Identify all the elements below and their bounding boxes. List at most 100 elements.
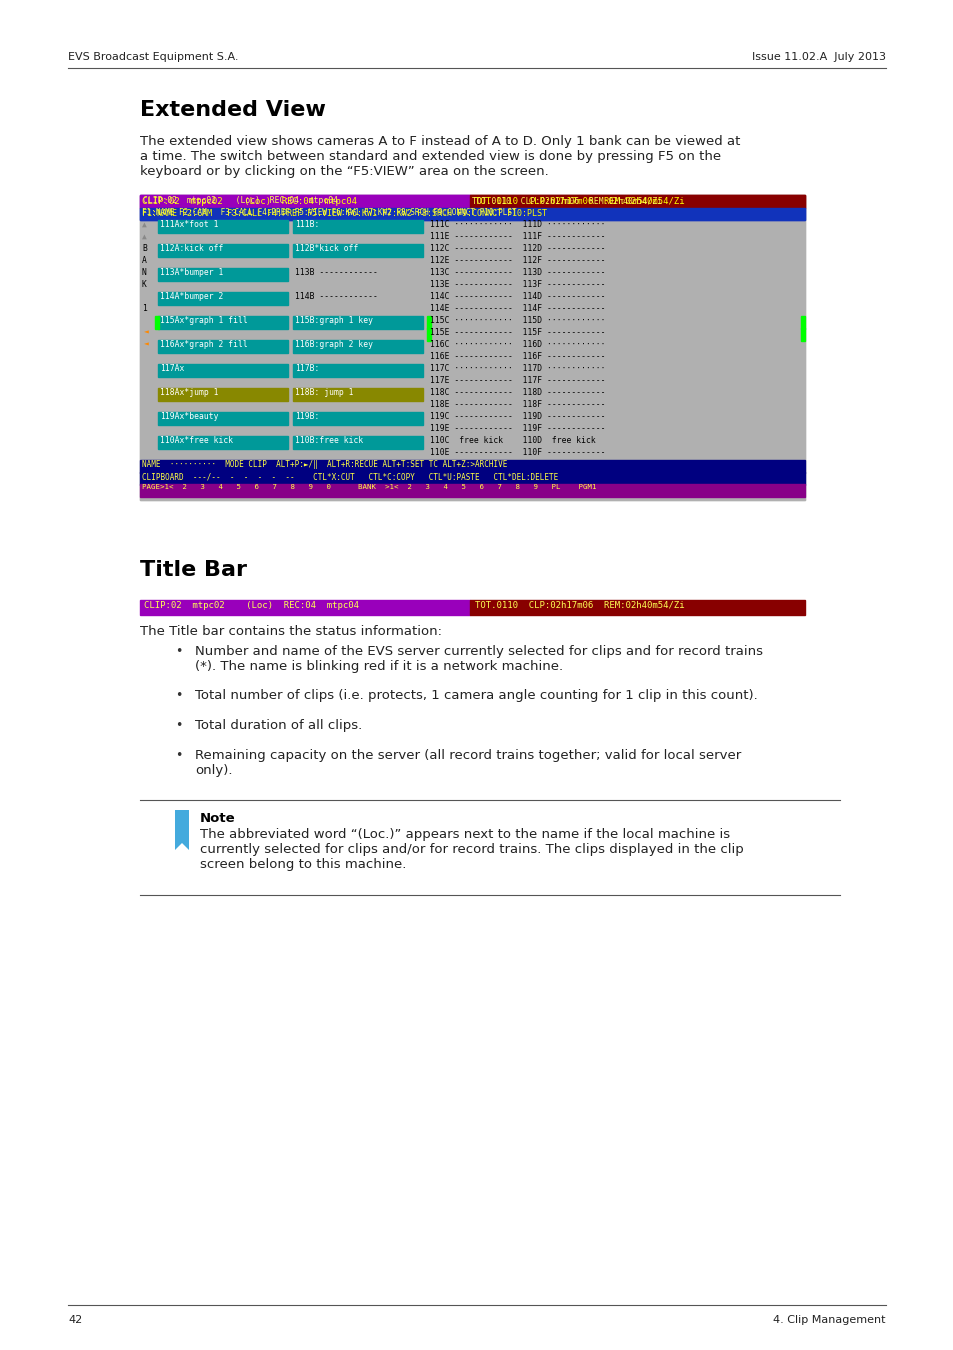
Text: Remaining capacity on the server (all record trains together; valid for local se: Remaining capacity on the server (all re… xyxy=(194,749,740,778)
Text: TOT.0110  CLP:02h17m06  REM:02h40m54/Zi: TOT.0110 CLP:02h17m06 REM:02h40m54/Zi xyxy=(475,197,684,205)
Text: •: • xyxy=(174,749,182,761)
Text: 113A*bumper 1: 113A*bumper 1 xyxy=(160,269,223,277)
Text: •: • xyxy=(174,720,182,732)
Text: 116Ax*graph 2 fill: 116Ax*graph 2 fill xyxy=(160,340,248,350)
Text: TOT.0110  CLP:02h17m06  REM:02h40m54/Zi: TOT.0110 CLP:02h17m06 REM:02h40m54/Zi xyxy=(475,601,684,610)
Text: PAGE>1<  2   3   4   5   6   7   8   9   0      BANK  >1<  2   3   4   5   6   7: PAGE>1< 2 3 4 5 6 7 8 9 0 BANK >1< 2 3 4… xyxy=(142,485,596,490)
Bar xyxy=(158,292,288,305)
Bar xyxy=(158,244,288,256)
Bar xyxy=(140,194,470,208)
Text: B: B xyxy=(142,244,147,252)
Text: 116E ------------  116F ------------: 116E ------------ 116F ------------ xyxy=(430,352,605,360)
Text: 119B:: 119B: xyxy=(294,412,319,421)
Text: 116C ············  116D ············: 116C ············ 116D ············ xyxy=(430,340,605,350)
Bar xyxy=(140,460,804,472)
Text: 110C  free kick    110D  free kick: 110C free kick 110D free kick xyxy=(430,436,595,446)
Bar xyxy=(293,436,422,448)
Text: CLIP:02  mtpc02    (Loc)  REC:04  mtpc04: CLIP:02 mtpc02 (Loc) REC:04 mtpc04 xyxy=(144,601,358,610)
Bar xyxy=(470,599,804,616)
Text: 113E ------------  113F ------------: 113E ------------ 113F ------------ xyxy=(430,279,605,289)
Bar xyxy=(293,316,422,328)
Text: 115Ax*graph 1 fill: 115Ax*graph 1 fill xyxy=(160,316,248,325)
Bar xyxy=(801,328,804,340)
Text: F1:NAME F2:CAM   F3:CALL F4:PREF F5:VIEW F6:KW1 F7:KW2 F8:SRCH F9:CONNCT F10:PLS: F1:NAME F2:CAM F3:CALL F4:PREF F5:VIEW F… xyxy=(142,209,546,219)
Text: Title Bar: Title Bar xyxy=(140,560,247,580)
Bar xyxy=(140,194,470,208)
Bar xyxy=(158,412,288,424)
Text: 114A*bumper 2: 114A*bumper 2 xyxy=(160,292,223,301)
Text: Extended View: Extended View xyxy=(140,100,326,120)
Text: A: A xyxy=(142,256,147,265)
Text: 118B: jump 1: 118B: jump 1 xyxy=(294,387,354,397)
Bar xyxy=(140,208,804,220)
Text: 111E ------------  111F ------------: 111E ------------ 111F ------------ xyxy=(430,232,605,242)
Text: 115E ------------  115F ------------: 115E ------------ 115F ------------ xyxy=(430,328,605,338)
Bar xyxy=(293,387,422,401)
Bar xyxy=(158,220,288,232)
Text: 117C ············  117D ············: 117C ············ 117D ············ xyxy=(430,364,605,373)
Text: 113C ------------  113D ------------: 113C ------------ 113D ------------ xyxy=(430,269,605,277)
Bar xyxy=(470,194,804,208)
Text: TOT.0110  CLP:02h17m06  REM:02h40m54/Zi: TOT.0110 CLP:02h17m06 REM:02h40m54/Zi xyxy=(472,196,661,205)
Text: 117E ------------  117F ------------: 117E ------------ 117F ------------ xyxy=(430,377,605,385)
Bar xyxy=(158,269,288,281)
Text: 112E ------------  112F ------------: 112E ------------ 112F ------------ xyxy=(430,256,605,265)
Text: The abbreviated word “(Loc.)” appears next to the name if the local machine is
c: The abbreviated word “(Loc.)” appears ne… xyxy=(200,828,743,871)
Bar xyxy=(293,412,422,424)
Text: 114C ------------  114D ------------: 114C ------------ 114D ------------ xyxy=(430,292,605,301)
Text: 110Ax*free kick: 110Ax*free kick xyxy=(160,436,233,446)
Text: 110B:free kick: 110B:free kick xyxy=(294,436,363,446)
Bar xyxy=(154,316,159,328)
Bar xyxy=(158,436,288,448)
Bar xyxy=(293,340,422,352)
Bar xyxy=(470,194,804,208)
Text: K: K xyxy=(142,279,147,289)
Text: 114B ------------: 114B ------------ xyxy=(294,292,377,301)
Text: 118E ------------  118F ------------: 118E ------------ 118F ------------ xyxy=(430,400,605,409)
Bar xyxy=(140,208,804,220)
Text: F1:NAME F2:CAM   F3:CALL F4:PREF F5:VIEW F6:KW1 F7:KW2 F8:SRCH F9:CONNCT F10:PLS: F1:NAME F2:CAM F3:CALL F4:PREF F5:VIEW F… xyxy=(142,208,517,217)
Text: CLIP:02  mtpc02    (Loc)  REC:04  mtpc04: CLIP:02 mtpc02 (Loc) REC:04 mtpc04 xyxy=(143,196,337,205)
Bar xyxy=(427,316,431,328)
Text: 119E ------------  119F ------------: 119E ------------ 119F ------------ xyxy=(430,424,605,433)
Text: 117B:: 117B: xyxy=(294,364,319,373)
Bar xyxy=(140,472,804,485)
Text: 118Ax*jump 1: 118Ax*jump 1 xyxy=(160,387,218,397)
Text: Total duration of all clips.: Total duration of all clips. xyxy=(194,720,362,732)
Text: 112A:kick off: 112A:kick off xyxy=(160,244,223,252)
Text: 115B:graph 1 key: 115B:graph 1 key xyxy=(294,316,373,325)
Bar xyxy=(293,364,422,377)
Text: EVS Broadcast Equipment S.A.: EVS Broadcast Equipment S.A. xyxy=(68,53,238,62)
Text: 119Ax*beauty: 119Ax*beauty xyxy=(160,412,218,421)
Text: The extended view shows cameras A to F instead of A to D. Only 1 bank can be vie: The extended view shows cameras A to F i… xyxy=(140,135,740,178)
Bar xyxy=(293,220,422,232)
Text: 110E ------------  110F ------------: 110E ------------ 110F ------------ xyxy=(430,448,605,458)
Text: Note: Note xyxy=(200,811,235,825)
Text: •: • xyxy=(174,645,182,657)
Text: 42: 42 xyxy=(68,1315,82,1324)
Text: ◄: ◄ xyxy=(144,328,149,338)
Text: 115C ············  115D ············: 115C ············ 115D ············ xyxy=(430,316,605,325)
Text: 1: 1 xyxy=(142,304,147,313)
Text: ▲: ▲ xyxy=(142,232,147,242)
Text: 4. Clip Management: 4. Clip Management xyxy=(773,1315,885,1324)
Bar xyxy=(293,244,422,256)
Text: CLIPBOARD  ---/--  -  -  -  -  --    CTL*X:CUT   CTL*C:COPY   CTL*U:PASTE   CTL*: CLIPBOARD ---/-- - - - - -- CTL*X:CUT CT… xyxy=(142,472,558,481)
Text: N: N xyxy=(142,269,147,277)
Bar xyxy=(140,485,804,497)
Text: 111C ············  111D ············: 111C ············ 111D ············ xyxy=(430,220,605,230)
Text: 111Ax*foot 1: 111Ax*foot 1 xyxy=(160,220,218,230)
Text: 116B:graph 2 key: 116B:graph 2 key xyxy=(294,340,373,350)
Bar xyxy=(158,364,288,377)
Bar xyxy=(158,340,288,352)
Text: 118C ------------  118D ------------: 118C ------------ 118D ------------ xyxy=(430,387,605,397)
Bar xyxy=(158,316,288,328)
Text: ▲: ▲ xyxy=(142,220,147,230)
Text: 111B:: 111B: xyxy=(294,220,319,230)
Text: ◄: ◄ xyxy=(144,340,149,350)
Text: 117Ax: 117Ax xyxy=(160,364,184,373)
Text: Number and name of the EVS server currently selected for clips and for record tr: Number and name of the EVS server curren… xyxy=(194,645,762,674)
Text: 112C ------------  112D ------------: 112C ------------ 112D ------------ xyxy=(430,244,605,252)
Bar xyxy=(140,599,470,616)
Text: 119C ------------  119D ------------: 119C ------------ 119D ------------ xyxy=(430,412,605,421)
